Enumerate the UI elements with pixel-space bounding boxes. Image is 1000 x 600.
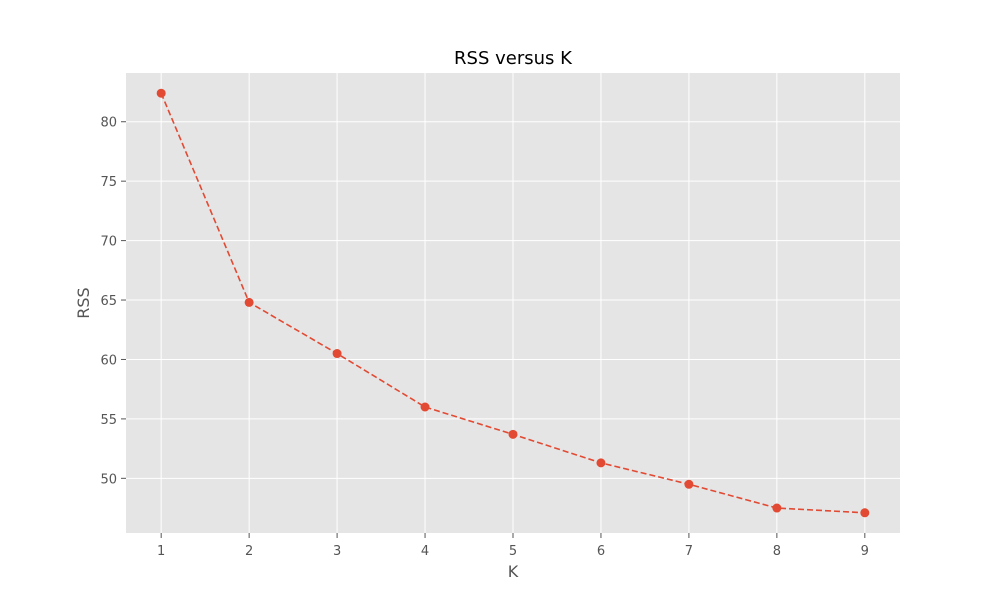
data-point-k1 xyxy=(156,88,166,98)
y-tick-label-55: 55 xyxy=(100,413,117,428)
x-tick-label-2: 2 xyxy=(245,544,253,559)
data-point-k3 xyxy=(332,349,342,359)
y-tick-label-60: 60 xyxy=(100,353,117,368)
grid-lines xyxy=(126,73,900,533)
y-axis-label: RSS xyxy=(74,287,93,318)
y-tick-label-80: 80 xyxy=(100,116,117,131)
data-point-k8 xyxy=(772,503,782,513)
y-tick-label-65: 65 xyxy=(100,294,117,309)
y-tick-label-75: 75 xyxy=(100,175,117,190)
x-axis-label: K xyxy=(508,562,519,581)
data-point-k7 xyxy=(684,479,694,489)
y-tick-label-50: 50 xyxy=(100,472,117,487)
x-tick-label-7: 7 xyxy=(685,544,693,559)
x-tick-label-8: 8 xyxy=(773,544,781,559)
y-tick-label-70: 70 xyxy=(100,235,117,250)
series-layer xyxy=(156,88,870,518)
data-point-k4 xyxy=(420,402,430,412)
x-tick-label-4: 4 xyxy=(421,544,429,559)
chart-title: RSS versus K xyxy=(454,48,573,69)
data-point-k2 xyxy=(244,297,254,307)
data-point-k9 xyxy=(860,508,870,518)
x-tick-label-5: 5 xyxy=(509,544,517,559)
x-tick-label-6: 6 xyxy=(597,544,605,559)
data-point-k6 xyxy=(596,458,606,468)
x-tick-label-1: 1 xyxy=(157,544,165,559)
data-point-k5 xyxy=(508,429,518,439)
x-tick-label-9: 9 xyxy=(861,544,869,559)
x-tick-label-3: 3 xyxy=(333,544,341,559)
axis-ticks: 1 2 3 4 5 6 7 8 9 50 55 60 65 70 75 80 xyxy=(100,116,869,559)
